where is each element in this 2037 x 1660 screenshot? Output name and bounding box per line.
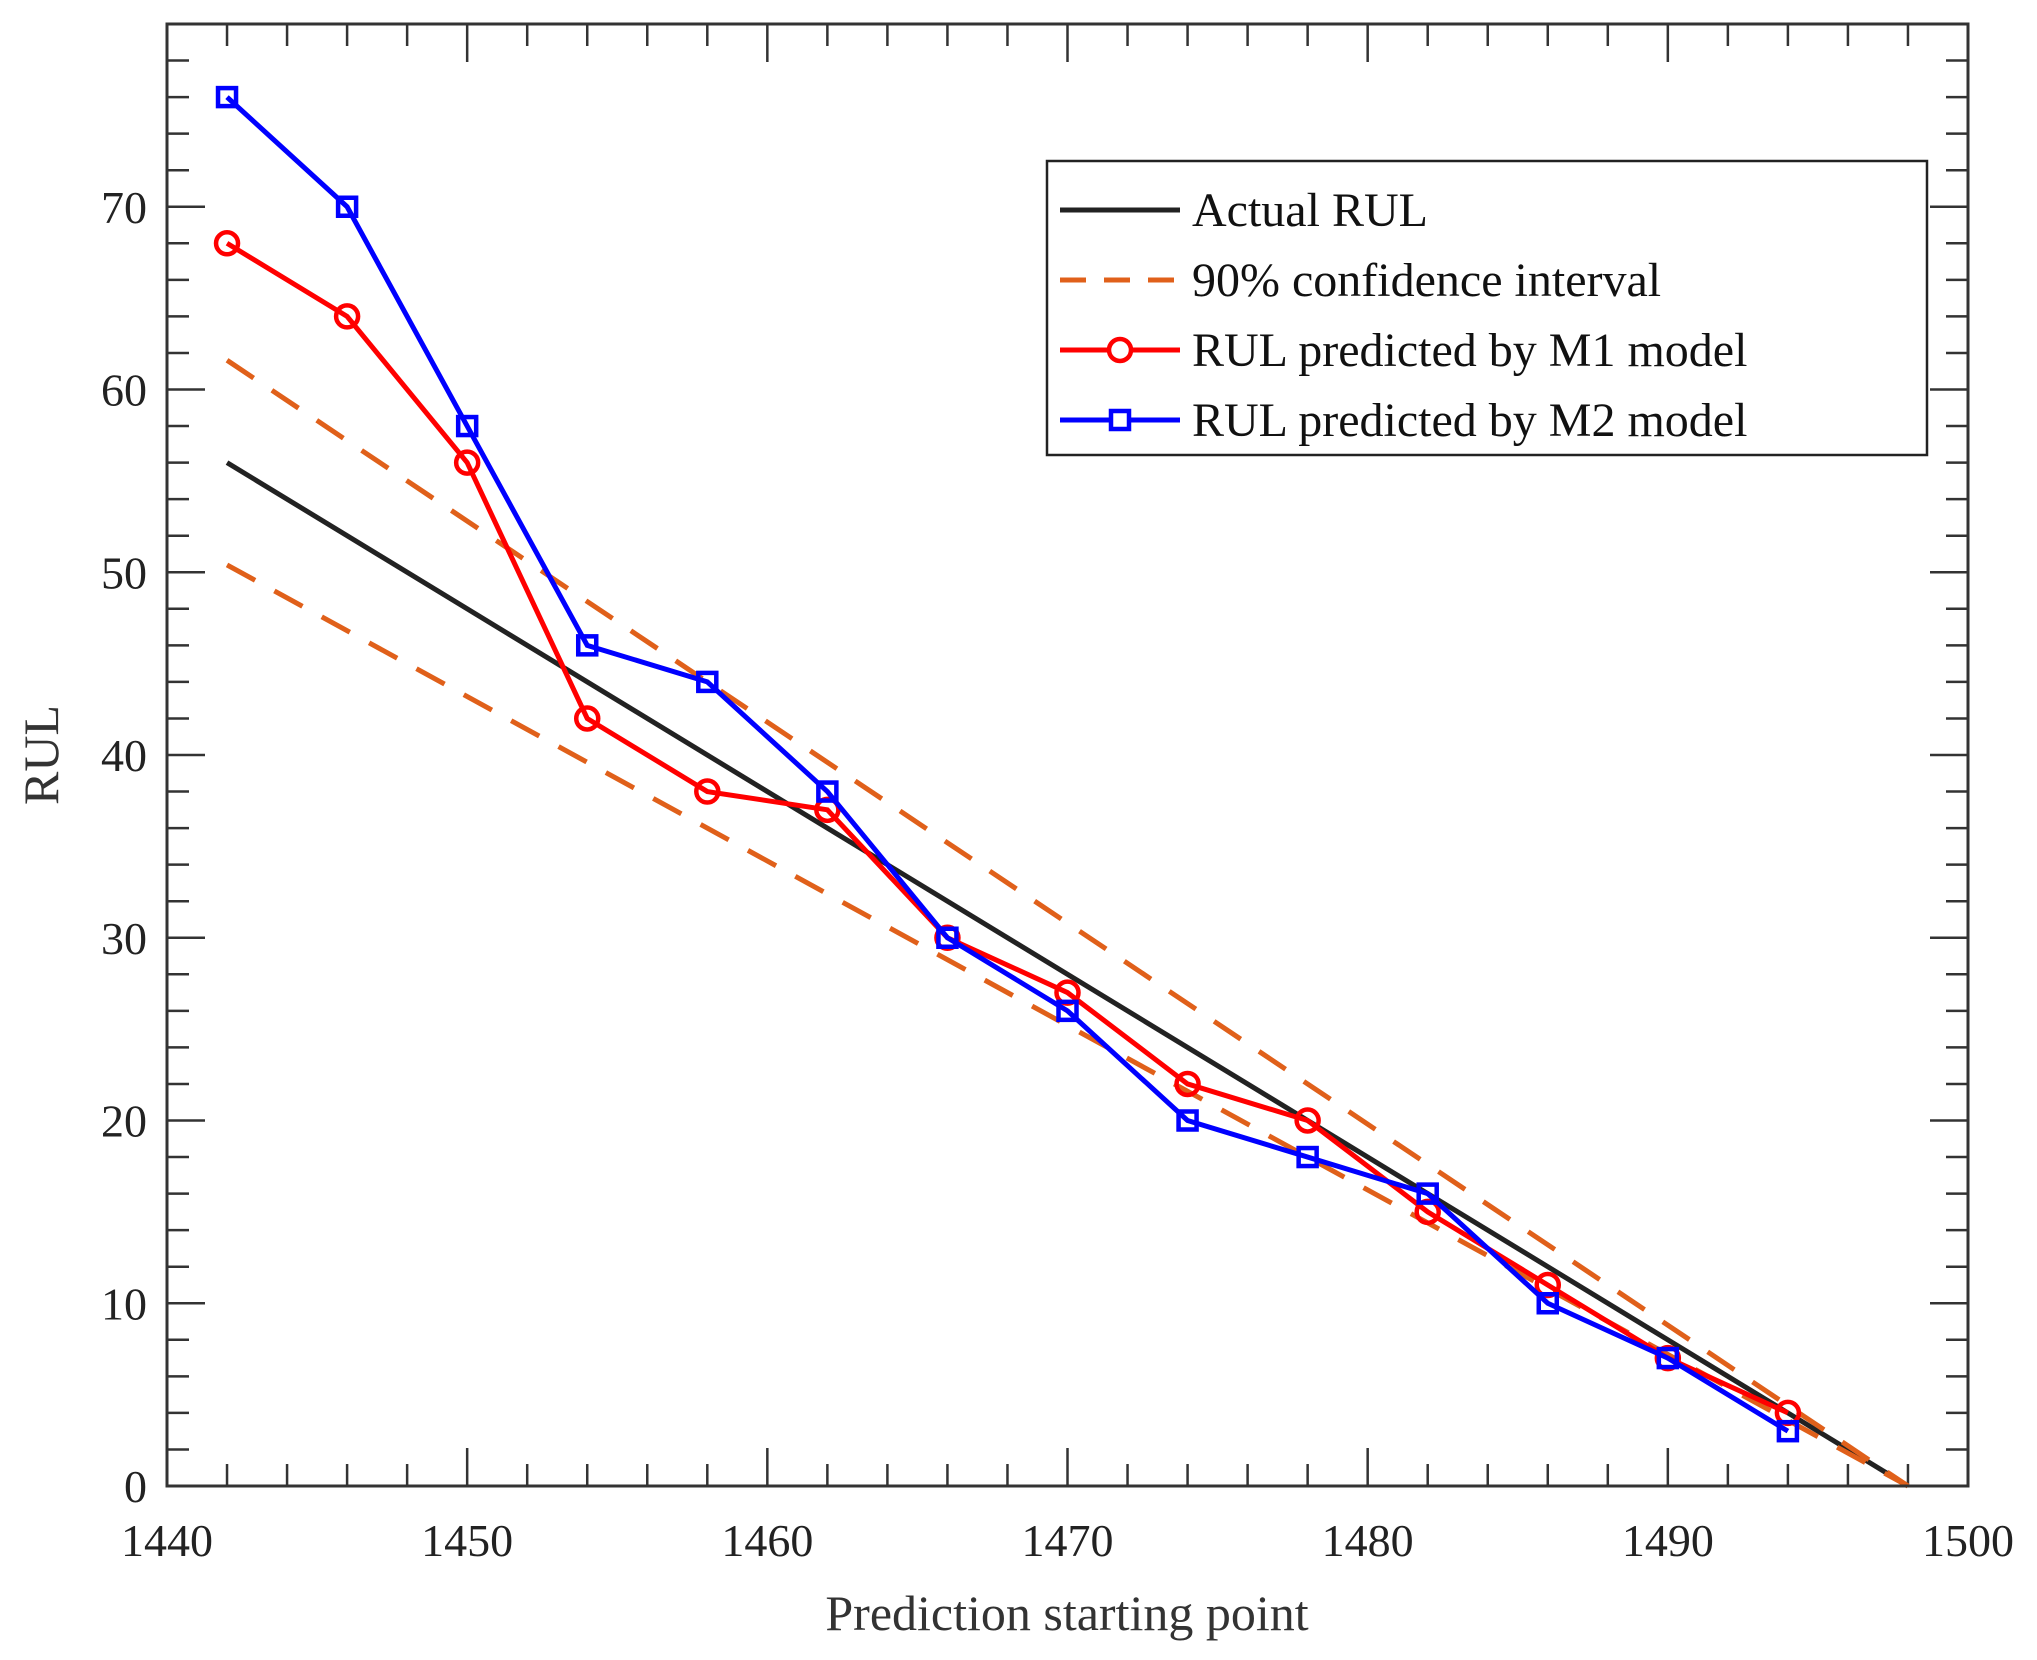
- plot-frame: [165, 22, 1970, 1488]
- series-line: [225, 95, 1790, 1434]
- y-tick-label: 40: [101, 730, 147, 781]
- series-line: [225, 241, 1789, 1416]
- tick-labels: 1440 1450 1460 1470 1480 1490 1500 0 10 20 30 40 50 6…: [101, 182, 2014, 1566]
- x-tick-label: 1460: [721, 1515, 813, 1566]
- m2-point-marker: [1416, 1182, 1439, 1205]
- m2-point-marker: [215, 85, 239, 109]
- m2-point-marker: [335, 195, 359, 218]
- legend-box: [1045, 159, 1929, 457]
- legend: Actual RUL 90% confidence interval RUL pre…: [1045, 159, 1929, 457]
- series-line: [225, 460, 1910, 1489]
- legend-square-marker: [1108, 408, 1132, 432]
- x-tick-label: 1470: [1022, 1515, 1114, 1566]
- m2-point-marker: [1656, 1346, 1680, 1370]
- m1-point-marker: [1174, 1070, 1201, 1098]
- x-tick-label: 1440: [121, 1515, 213, 1566]
- y-tick-label: 70: [101, 182, 147, 233]
- legend-label: Actual RUL: [1192, 184, 1428, 237]
- y-tick-label: 60: [101, 365, 147, 416]
- m1-point-marker: [213, 230, 241, 257]
- y-tick-label: 50: [101, 547, 147, 598]
- m1-point-marker: [1294, 1107, 1321, 1134]
- legend-label: RUL predicted by M1 model: [1192, 324, 1747, 377]
- y-tick-label: 0: [124, 1461, 147, 1512]
- legend-circle-marker: [1106, 336, 1134, 364]
- y-tick-label: 20: [101, 1096, 147, 1147]
- m2-point-marker: [1176, 1109, 1199, 1132]
- series-line: [225, 358, 1910, 1489]
- x-axis-label: Prediction starting point: [825, 1585, 1308, 1641]
- legend-label: RUL predicted by M2 model: [1192, 394, 1747, 447]
- x-tick-label: 1500: [1922, 1515, 2014, 1566]
- m2-point-marker: [696, 670, 719, 694]
- x-tick-label: 1480: [1322, 1515, 1414, 1566]
- y-tick-label: 10: [101, 1278, 147, 1329]
- m2-point-marker: [575, 634, 599, 657]
- m2-point-marker: [1296, 1145, 1319, 1169]
- m1-point-marker: [333, 303, 361, 330]
- m2-point-marker: [1776, 1419, 1800, 1443]
- x-tick-label: 1490: [1622, 1515, 1714, 1566]
- m2-point-marker: [816, 780, 839, 803]
- m2-point-marker: [936, 926, 959, 949]
- m2-point-marker: [455, 414, 479, 438]
- m2-point-marker: [1056, 999, 1079, 1023]
- y-tick-label: 30: [101, 913, 147, 964]
- m2-point-marker: [1536, 1292, 1560, 1315]
- m1-point-marker: [573, 705, 601, 732]
- m1-point-marker: [453, 449, 481, 476]
- x-tick-label: 1450: [421, 1515, 513, 1566]
- m1-point-marker: [694, 778, 721, 805]
- legend-label: 90% confidence interval: [1192, 254, 1661, 307]
- y-axis-label: RUL: [13, 705, 69, 805]
- plot-series: [213, 85, 1910, 1489]
